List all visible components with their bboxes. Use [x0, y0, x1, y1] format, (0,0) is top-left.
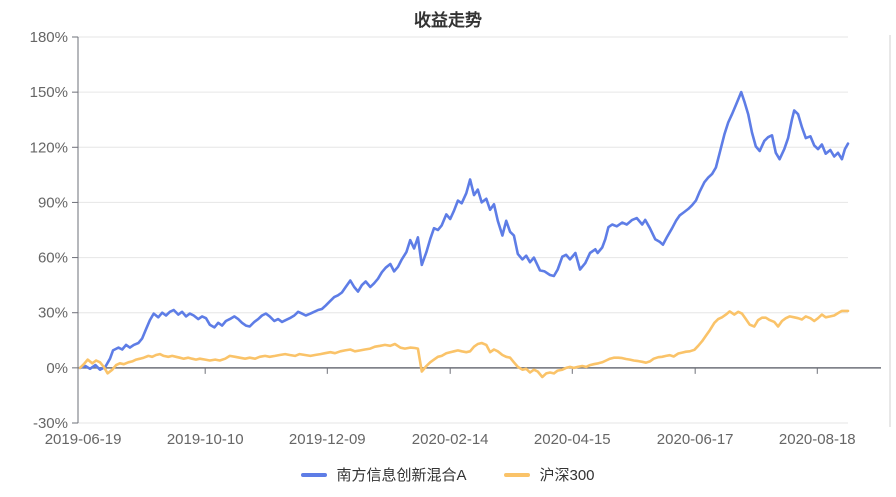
svg-text:2020-06-17: 2020-06-17	[657, 431, 734, 448]
y-axis: 180% 150% 120% 90% 60% 30% 0% -30%	[30, 29, 79, 432]
benchmark-line-marker	[504, 472, 531, 477]
series-lines	[78, 90, 850, 379]
fund-line-marker	[301, 472, 328, 477]
svg-text:60%: 60%	[38, 250, 68, 267]
svg-text:0%: 0%	[46, 360, 68, 377]
svg-text:2019-06-19: 2019-06-19	[45, 431, 122, 448]
svg-text:120%: 120%	[30, 139, 68, 156]
chart-title: 收益走势	[414, 11, 482, 30]
x-axis: 2019-06-19 2019-10-10 2019-12-09 2020-02-14…	[45, 367, 881, 448]
fund-legend-label: 南方信息创新混合A	[336, 467, 467, 484]
legend-item-benchmark[interactable]: 沪深300	[504, 464, 595, 485]
svg-text:180%: 180%	[30, 29, 68, 46]
svg-text:2020-04-15: 2020-04-15	[534, 431, 611, 448]
svg-text:2019-12-09: 2019-12-09	[289, 431, 366, 448]
legend-item-fund[interactable]: 南方信息创新混合A	[301, 464, 466, 485]
svg-text:-30%: -30%	[33, 415, 68, 432]
chart-legend: 南方信息创新混合A 沪深300	[0, 464, 896, 485]
line-chart[interactable]: 180%150%120%90%60%30%0%-30% 2019-06-19 20…	[0, 0, 896, 458]
svg-text:150%: 150%	[30, 84, 68, 101]
benchmark-legend-label: 沪深300	[539, 467, 595, 484]
svg-text:2020-02-14: 2020-02-14	[412, 431, 489, 448]
svg-text:90%: 90%	[38, 194, 68, 211]
svg-text:30%: 30%	[38, 305, 68, 322]
svg-text:2020-08-18: 2020-08-18	[779, 431, 856, 448]
svg-text:2019-10-10: 2019-10-10	[167, 431, 244, 448]
gridlines	[78, 36, 848, 424]
